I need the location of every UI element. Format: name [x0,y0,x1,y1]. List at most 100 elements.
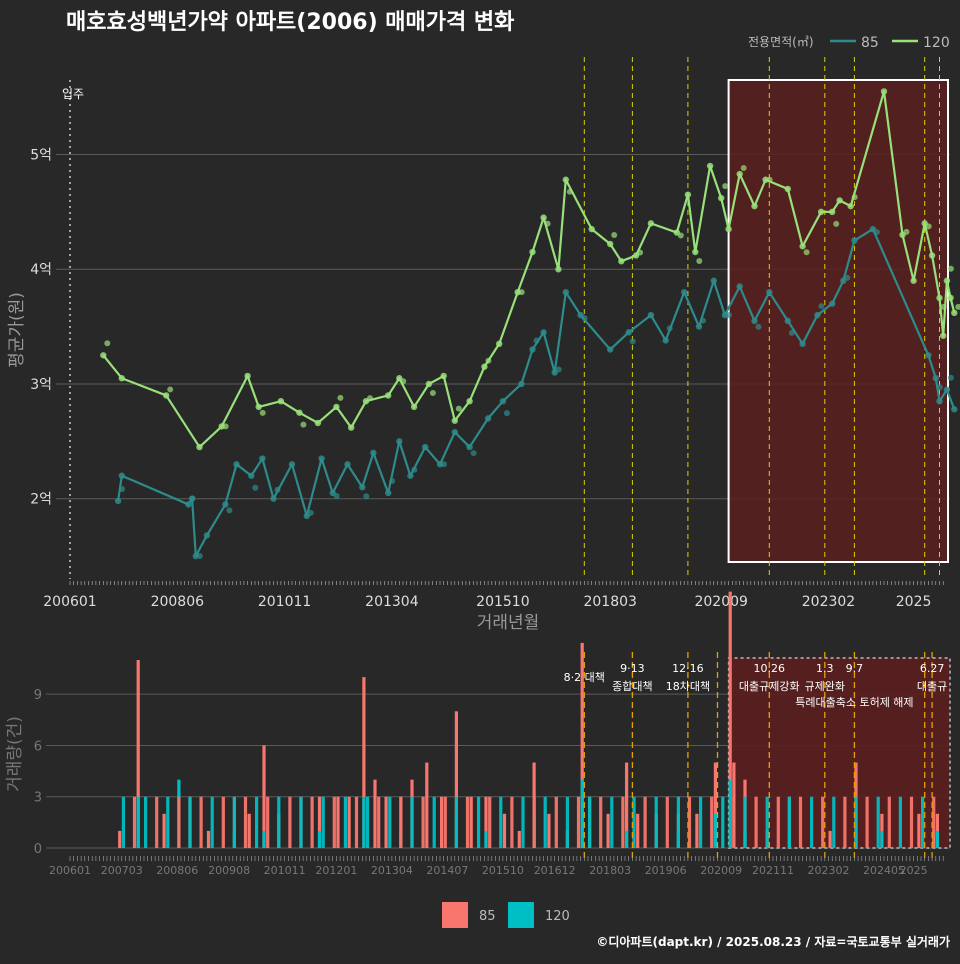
bar-y-tick-label: 9 [34,688,42,703]
data-point-85 [274,486,281,493]
bar-fill [277,796,281,848]
data-point-120 [880,88,888,95]
bar-120 [580,779,584,848]
policy-date-label: 12·16 [672,662,704,675]
data-point-85 [411,466,418,473]
bar-x-tick-label: 200601 [49,864,91,877]
bar-fill [288,796,292,848]
policy-date-label: 9·13 [620,662,645,675]
data-point-85 [647,311,655,319]
data-point-120 [851,194,858,201]
x-tick-label: 201803 [583,594,636,610]
data-point-85 [333,492,340,499]
data-point-85 [936,397,943,405]
bar-85 [484,796,488,848]
bar-85 [162,813,166,848]
data-point-85 [518,380,525,388]
bar-fill [332,796,336,848]
x-tick-label: 200806 [151,594,205,610]
data-point-120 [196,443,203,451]
data-point-120 [540,214,547,221]
data-point-120 [910,277,917,284]
data-point-85 [248,472,255,479]
bar-x-tick-label: 201201 [315,864,357,877]
data-point-85 [422,443,429,451]
price-chart: 2억 3억 4억 5억 입주 200601 200806 201011 201304 201510… [7,35,960,633]
data-point-120 [684,191,692,198]
data-point-120 [928,252,936,259]
bar-85 [247,813,251,848]
data-point-85 [751,317,758,325]
bar-fill [532,796,536,848]
data-point-120 [167,386,174,393]
bar-fill [499,796,503,848]
bar-fill [610,796,614,848]
data-point-85 [788,329,795,336]
bar-120 [728,779,732,848]
bar-fill [443,796,447,848]
bar-85 [469,796,473,848]
data-point-120 [555,266,562,273]
data-point-85 [625,329,632,336]
bar-fill [210,796,214,848]
bar-fill [255,796,259,848]
chart-title: 매호효성백년가약 아파트(2006) 매매가격 변화 [66,10,514,35]
x-tick-label: 200601 [43,594,96,610]
bar-x-tick-label: 202111 [752,864,794,877]
data-point-85 [784,317,791,325]
legend-bar-swatch-120 [508,902,534,928]
bar-85 [206,830,211,848]
data-point-120 [722,183,729,190]
data-point-85 [700,317,706,324]
bar-85 [547,813,551,848]
data-point-120 [692,248,699,256]
data-point-85 [252,484,259,491]
bar-fill [776,796,780,848]
data-point-120 [367,395,373,402]
data-point-85 [736,283,743,290]
data-point-85 [662,337,669,344]
data-point-120 [451,417,458,424]
data-point-120 [466,397,473,405]
x-tick-label: 201011 [258,594,311,610]
x-tick-label: 2025 [896,594,932,610]
bar-85 [373,779,377,848]
bar-fill [754,796,758,848]
bar-fill [177,796,181,848]
bar-x-tick-label: 202302 [808,864,850,877]
data-point-120 [296,409,303,416]
data-point-85 [470,450,477,457]
bar-fill [388,796,392,848]
bar-120 [484,830,488,848]
data-point-85 [359,484,366,491]
data-point-120 [244,372,251,380]
y-tick-label: 2억 [30,492,52,508]
data-point-120 [718,194,725,202]
data-point-120 [255,403,262,411]
policy-name-label: 대출규제강화 [739,680,800,693]
data-point-85 [441,461,447,468]
data-point-120 [940,303,947,310]
data-point-120 [277,397,285,405]
bar-85 [362,677,366,848]
legend-bar-label-85: 85 [479,909,496,924]
data-point-120 [751,202,758,210]
data-point-120 [410,403,418,411]
data-point-120 [425,380,433,388]
data-point-85 [814,311,821,319]
y-tick-label: 5억 [30,148,52,164]
bar-85 [425,762,429,848]
data-point-85 [562,288,569,296]
bar-fill [710,796,714,848]
bar-85 [580,642,584,848]
bar-fill [909,796,914,848]
bar-fill [354,796,359,848]
data-point-85 [396,438,403,445]
bar-85 [118,830,122,848]
bar-fill [654,796,658,848]
bar-85 [454,711,458,848]
data-point-85 [259,455,266,462]
data-point-85 [385,489,392,497]
bar-fill [676,796,680,848]
bar-fill [887,796,891,848]
